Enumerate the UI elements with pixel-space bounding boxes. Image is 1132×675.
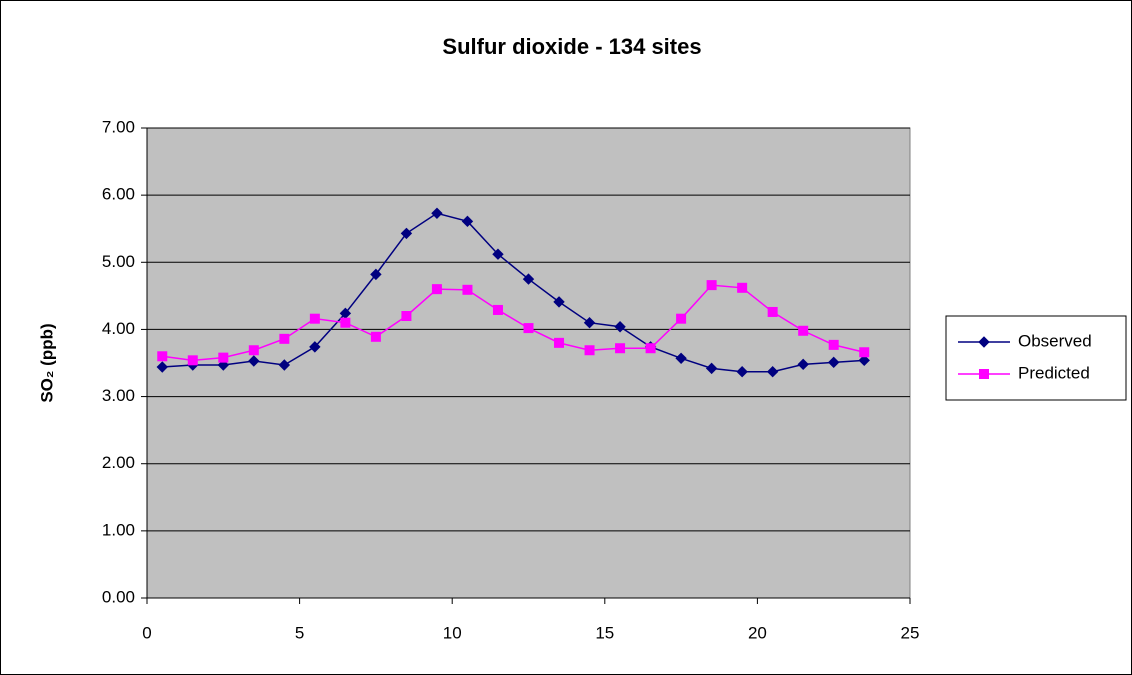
marker xyxy=(766,366,779,378)
marker xyxy=(309,313,320,324)
marker xyxy=(705,362,718,375)
marker xyxy=(615,343,626,354)
marker xyxy=(584,345,595,356)
x-tick-label: 25 xyxy=(901,623,920,642)
marker xyxy=(827,356,840,369)
plot-background xyxy=(146,127,911,599)
marker xyxy=(797,358,809,371)
legend-marker xyxy=(979,369,989,379)
marker xyxy=(461,215,474,228)
marker xyxy=(370,268,382,281)
marker xyxy=(217,359,230,371)
marker xyxy=(553,296,565,308)
marker xyxy=(676,313,687,324)
x-tick-label: 10 xyxy=(443,623,462,642)
legend-marker xyxy=(978,336,990,348)
marker xyxy=(737,282,748,293)
marker xyxy=(523,323,534,334)
y-axis-title: SO₂ (ppb) xyxy=(37,323,56,402)
marker xyxy=(309,341,321,353)
marker xyxy=(859,347,870,358)
marker xyxy=(492,248,504,260)
marker xyxy=(431,284,442,295)
legend-label: Predicted xyxy=(1018,363,1090,382)
marker xyxy=(706,280,717,291)
series-line xyxy=(162,284,865,362)
marker xyxy=(431,207,443,219)
marker xyxy=(736,366,748,378)
y-tick-label: 2.00 xyxy=(102,453,135,472)
marker xyxy=(675,352,687,365)
x-tick-label: 20 xyxy=(748,623,767,642)
marker xyxy=(187,355,198,366)
y-tick-label: 0.00 xyxy=(102,587,135,606)
marker xyxy=(583,317,596,329)
marker xyxy=(767,306,778,317)
y-tick-label: 4.00 xyxy=(102,319,135,338)
marker xyxy=(462,284,473,295)
marker xyxy=(645,343,656,354)
marker xyxy=(279,333,290,344)
marker xyxy=(554,337,565,348)
marker xyxy=(798,325,809,336)
marker xyxy=(340,317,351,328)
marker xyxy=(248,355,260,367)
marker xyxy=(492,304,503,315)
marker xyxy=(401,311,412,321)
marker xyxy=(522,273,535,285)
marker xyxy=(858,354,870,367)
y-tick-label: 1.00 xyxy=(102,520,135,539)
x-tick-label: 0 xyxy=(142,623,151,642)
marker xyxy=(157,351,168,362)
legend-label: Observed xyxy=(1018,331,1092,350)
marker xyxy=(400,227,413,240)
marker xyxy=(614,321,626,333)
marker xyxy=(828,339,839,350)
marker xyxy=(156,361,168,373)
marker xyxy=(370,331,381,342)
y-tick-label: 3.00 xyxy=(102,386,135,405)
y-tick-label: 7.00 xyxy=(102,117,135,136)
x-tick-label: 5 xyxy=(295,623,304,642)
marker xyxy=(218,352,229,363)
marker xyxy=(278,359,291,371)
y-tick-label: 5.00 xyxy=(102,252,135,271)
chart-title: Sulfur dioxide - 134 sites xyxy=(442,34,701,59)
legend-box xyxy=(945,315,1127,401)
marker xyxy=(248,345,259,356)
y-tick-label: 6.00 xyxy=(102,185,135,204)
x-tick-label: 15 xyxy=(595,623,614,642)
